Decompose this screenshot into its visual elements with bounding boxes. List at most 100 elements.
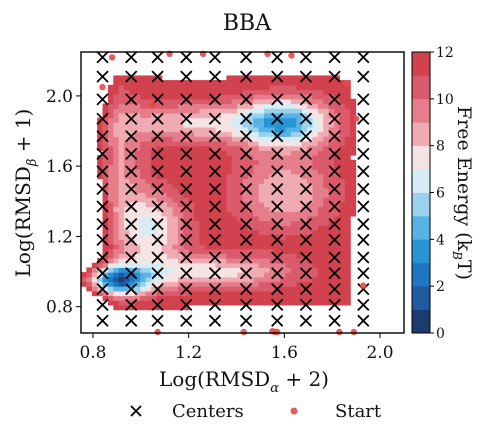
heatmap-cell xyxy=(161,84,168,91)
heatmap-cell xyxy=(167,117,174,123)
heatmap-cell xyxy=(231,84,238,91)
center-marker xyxy=(208,282,222,296)
heatmap-cell xyxy=(156,258,163,264)
heatmap-cell xyxy=(290,122,297,128)
heatmap-cell xyxy=(258,80,265,86)
heatmap-cell xyxy=(172,281,179,287)
heatmap-cell xyxy=(334,126,340,133)
heatmap-cell xyxy=(134,304,141,311)
center-marker xyxy=(180,182,193,196)
heatmap-cell xyxy=(269,234,276,240)
heatmap-cell xyxy=(253,197,260,203)
heatmap-cell xyxy=(317,272,324,278)
heatmap-cell xyxy=(183,258,190,264)
center-marker xyxy=(208,267,222,280)
heatmap-cell xyxy=(113,112,120,119)
heatmap-cell xyxy=(124,178,131,184)
heatmap-cell xyxy=(264,103,271,109)
heatmap-cell xyxy=(269,206,276,212)
heatmap-cell xyxy=(194,272,201,278)
heatmap-cell xyxy=(118,267,125,273)
heatmap-cell xyxy=(124,211,131,217)
heatmap-cell xyxy=(194,211,201,217)
heatmap-cell xyxy=(188,300,195,306)
center-marker xyxy=(357,282,370,296)
heatmap-cell xyxy=(102,150,109,156)
heatmap-cell xyxy=(285,192,292,198)
heatmap-cell xyxy=(290,234,297,240)
heatmap-cell xyxy=(113,295,120,301)
heatmap-cell xyxy=(129,178,136,184)
heatmap-cell xyxy=(140,75,147,81)
heatmap-cell xyxy=(102,140,109,147)
heatmap-cell xyxy=(129,140,136,147)
heatmap-cell xyxy=(242,267,249,273)
heatmap-cell xyxy=(140,290,147,297)
heatmap-cell xyxy=(339,276,346,283)
heatmap-cell xyxy=(161,220,168,226)
heatmap-cell xyxy=(220,155,227,161)
heatmap-cell xyxy=(113,131,120,137)
heatmap-cell xyxy=(285,229,292,236)
heatmap-cell xyxy=(258,281,265,287)
center-marker xyxy=(239,147,253,160)
heatmap-cell xyxy=(231,192,238,198)
heatmap-cell xyxy=(237,262,244,269)
heatmap-cell xyxy=(215,178,222,184)
heatmap-cell xyxy=(253,112,260,119)
heatmap-cell xyxy=(231,108,238,114)
heatmap-cell xyxy=(334,220,340,226)
heatmap-cell xyxy=(107,248,114,254)
heatmap-cell xyxy=(328,75,335,81)
heatmap-cell xyxy=(194,262,201,269)
heatmap-cell xyxy=(124,192,131,198)
heatmap-cell xyxy=(280,103,287,109)
heatmap-cell xyxy=(258,75,265,81)
heatmap-cell xyxy=(226,258,233,264)
heatmap-cell xyxy=(344,150,351,156)
heatmap-cell xyxy=(107,145,114,151)
heatmap-cell xyxy=(317,80,324,86)
heatmap-cell xyxy=(145,169,152,175)
heatmap-cell xyxy=(118,159,125,165)
heatmap-cell xyxy=(242,234,249,240)
heatmap-cell xyxy=(231,234,238,240)
heatmap-cell xyxy=(264,89,271,95)
heatmap-cell xyxy=(124,122,131,128)
heatmap-cell xyxy=(285,150,292,156)
heatmap-cell xyxy=(301,290,308,297)
heatmap-cell xyxy=(118,103,125,109)
heatmap-cell xyxy=(285,164,292,170)
heatmap-cell xyxy=(107,286,114,292)
heatmap-cell xyxy=(140,197,147,203)
heatmap-cell xyxy=(231,248,238,254)
heatmap-cell xyxy=(312,183,319,189)
heatmap-cell xyxy=(167,122,174,128)
heatmap-cell xyxy=(107,300,114,306)
heatmap-cell xyxy=(107,131,114,137)
heatmap-cell xyxy=(199,131,206,137)
heatmap-cell xyxy=(339,159,346,165)
colorbar-segment xyxy=(412,192,430,217)
heatmap-cell xyxy=(150,187,157,194)
heatmap-cell xyxy=(194,89,201,95)
heatmap-cell xyxy=(231,155,238,161)
heatmap-cell xyxy=(334,169,340,175)
heatmap-cell xyxy=(220,286,227,292)
heatmap-cell xyxy=(290,276,297,283)
x-tick-label: 1.6 xyxy=(271,343,298,363)
heatmap-cell xyxy=(253,286,260,292)
heatmap-cell xyxy=(339,173,346,180)
heatmap-cell xyxy=(323,169,330,175)
heatmap-cell xyxy=(161,112,168,119)
heatmap-cell xyxy=(290,140,297,147)
heatmap-cell xyxy=(134,108,141,114)
heatmap-cell xyxy=(264,94,271,100)
center-marker xyxy=(239,93,253,106)
heatmap-cell xyxy=(107,244,114,250)
heatmap-cell xyxy=(107,89,114,95)
heatmap-cell xyxy=(307,295,314,301)
center-marker xyxy=(328,182,341,196)
heatmap-cell xyxy=(339,220,346,226)
heatmap-cell xyxy=(118,239,125,245)
